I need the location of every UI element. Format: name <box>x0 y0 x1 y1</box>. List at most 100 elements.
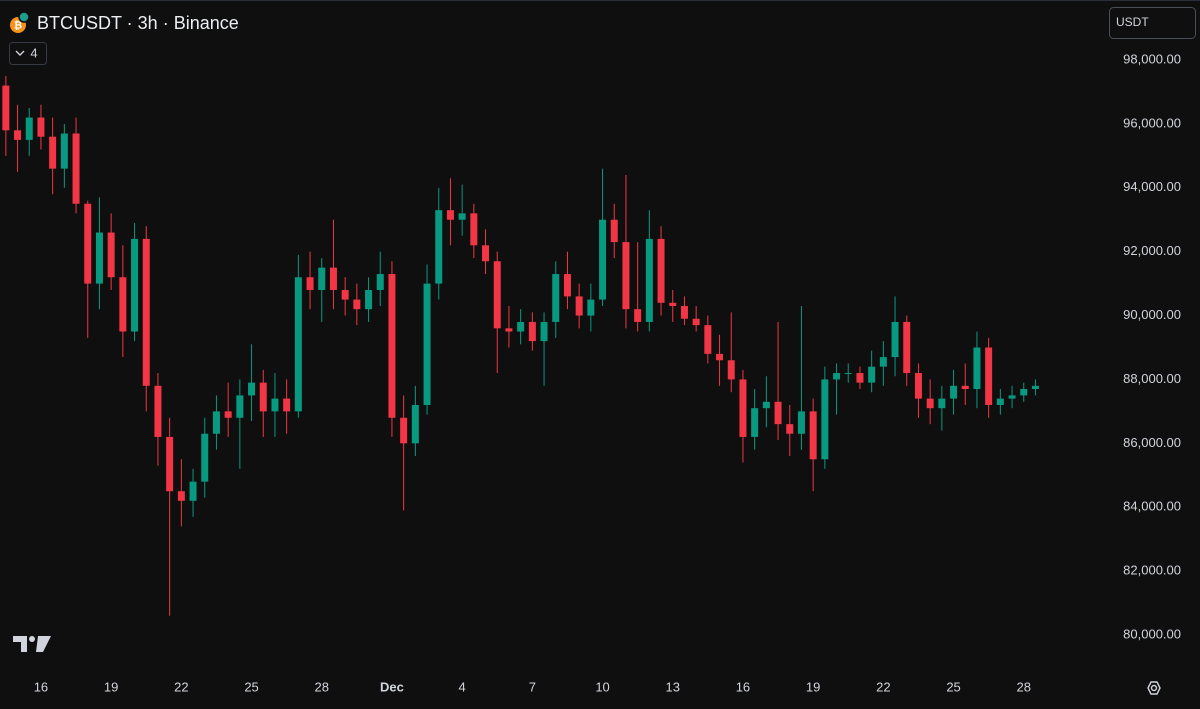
x-tick-label: 22 <box>174 679 188 694</box>
candle-body <box>131 238 139 332</box>
candle-body <box>657 238 665 303</box>
candle-body <box>599 219 607 300</box>
candle-body <box>821 379 829 460</box>
candle-body <box>446 210 454 220</box>
candle-body <box>856 373 864 383</box>
y-tick-label: 86,000.00 <box>1123 435 1181 450</box>
candle-body <box>212 411 220 434</box>
candle-body <box>435 210 443 284</box>
candle-body <box>2 85 10 131</box>
candle-body <box>996 398 1004 405</box>
candle-body <box>154 385 162 437</box>
candle-body <box>797 411 805 434</box>
candle-body <box>259 382 267 412</box>
candle-body <box>353 299 361 310</box>
candle-body <box>575 296 583 316</box>
plot-area: 80,000.00 82,000.00 84,000.00 86,000.00 88,0… <box>2 51 1181 694</box>
currency-select[interactable]: USDT <box>1109 7 1196 39</box>
x-tick-label: 22 <box>876 679 890 694</box>
candle-body <box>177 491 185 501</box>
candle-body <box>400 417 408 444</box>
x-tick-label: 4 <box>459 679 466 694</box>
x-tick-label: 25 <box>244 679 258 694</box>
candle-body <box>716 353 724 361</box>
y-tick-label: 92,000.00 <box>1123 243 1181 258</box>
y-tick-label: 98,000.00 <box>1123 51 1181 66</box>
candle-body <box>423 283 431 405</box>
candle-body <box>692 318 700 326</box>
candle-body <box>739 379 747 437</box>
x-tick-label: 19 <box>104 679 118 694</box>
candle-body <box>1020 389 1028 396</box>
candle-body <box>37 117 45 137</box>
candle-body <box>926 398 934 409</box>
x-tick-label: 7 <box>529 679 536 694</box>
candle-body <box>25 117 33 140</box>
x-tick-label: Dec <box>380 679 404 694</box>
candle-body <box>84 203 92 284</box>
candle-body <box>248 382 256 396</box>
candle-body <box>552 274 560 322</box>
candle-body <box>645 238 653 322</box>
candle-body <box>751 408 759 437</box>
candle-body <box>891 321 899 358</box>
candle-body <box>224 411 232 418</box>
tradingview-logo <box>13 636 51 652</box>
candle-body <box>833 373 841 380</box>
candle-body <box>669 302 677 306</box>
candle-body <box>540 321 548 342</box>
candle-body <box>482 245 490 262</box>
currency-label: USDT <box>1116 15 1149 29</box>
candle-body <box>985 347 993 405</box>
x-tick-label: 25 <box>946 679 960 694</box>
candle-body <box>634 309 642 322</box>
candle-body <box>189 481 197 501</box>
candle-body <box>142 238 150 386</box>
candle-body <box>329 267 337 291</box>
candle-body <box>458 213 466 220</box>
candle-body <box>762 401 770 409</box>
candle-body <box>49 136 57 169</box>
candle-body <box>294 277 302 412</box>
candle-body <box>376 274 384 291</box>
candle-body <box>973 347 981 390</box>
candle-body <box>107 232 115 278</box>
x-tick-label: 28 <box>315 679 329 694</box>
y-tick-label: 88,000.00 <box>1123 371 1181 386</box>
candle-body <box>528 321 536 342</box>
candle-body <box>517 321 525 332</box>
candle-body <box>727 360 735 380</box>
y-tick-label: 82,000.00 <box>1123 563 1181 578</box>
candle-body <box>610 219 618 243</box>
candle-body <box>868 366 876 383</box>
settings-icon[interactable] <box>1147 681 1161 695</box>
candle-body <box>341 290 349 300</box>
indicator-count: 4 <box>30 45 37 60</box>
y-tick-label: 84,000.00 <box>1123 499 1181 514</box>
candle-body <box>680 305 688 319</box>
candle-body <box>704 325 712 354</box>
candle-body <box>236 395 244 418</box>
y-tick-label: 80,000.00 <box>1123 626 1181 641</box>
candle-body <box>60 133 68 169</box>
candle-body <box>914 373 922 399</box>
candle-body <box>587 299 595 316</box>
candle-body <box>119 277 127 332</box>
candle-body <box>961 385 969 390</box>
candle-body <box>950 385 958 399</box>
candle-body <box>774 401 782 425</box>
candle-body <box>1008 395 1016 399</box>
chart-title: BTCUSDT · 3h · Binance <box>37 13 239 33</box>
x-tick-label: 13 <box>666 679 680 694</box>
x-tick-label: 28 <box>1017 679 1031 694</box>
indicator-toggle[interactable]: 4 <box>9 42 47 65</box>
svg-text:₿: ₿ <box>14 20 22 32</box>
candle-body <box>388 274 396 418</box>
x-tick-label: 19 <box>806 679 820 694</box>
x-tick-label: 16 <box>34 679 48 694</box>
candle-body <box>283 398 291 412</box>
symbol-icon: ₿ <box>10 11 30 33</box>
y-tick-label: 90,000.00 <box>1123 307 1181 322</box>
